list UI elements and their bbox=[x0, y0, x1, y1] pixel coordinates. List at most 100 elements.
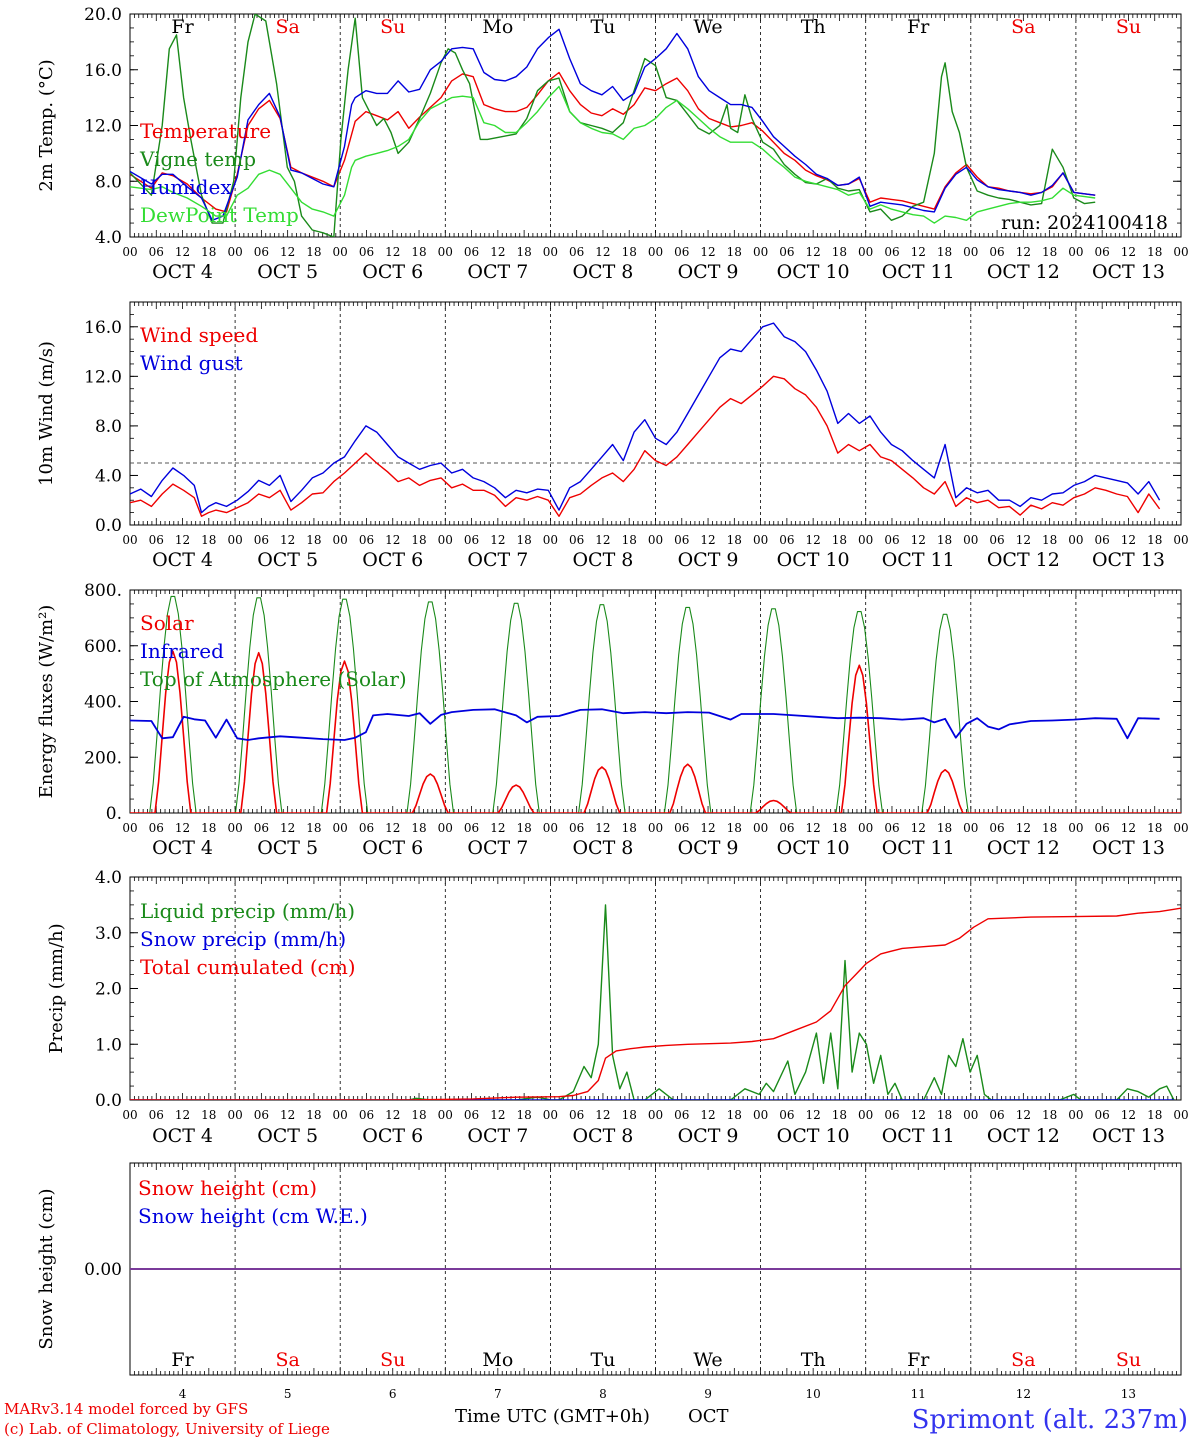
hour-tick-label: 18 bbox=[727, 1108, 742, 1122]
hour-tick-label: 12 bbox=[700, 1108, 715, 1122]
hour-tick-label: 00 bbox=[648, 1108, 663, 1122]
hour-tick-label: 00 bbox=[648, 533, 663, 547]
hour-tick-label: 12 bbox=[490, 245, 505, 259]
hour-tick-label: 06 bbox=[149, 1108, 164, 1122]
date-label: OCT 9 bbox=[678, 837, 739, 859]
hour-tick-label: 00 bbox=[858, 533, 873, 547]
hour-tick-label: 18 bbox=[1147, 821, 1162, 835]
day-name: Th bbox=[801, 16, 826, 38]
day-name: Su bbox=[1116, 16, 1141, 38]
day-name: Sa bbox=[1011, 16, 1035, 38]
date-label: OCT 10 bbox=[777, 1125, 850, 1147]
series-line-wind-gust bbox=[130, 322, 1161, 514]
hour-tick-label: 06 bbox=[884, 533, 899, 547]
hour-tick-label: 18 bbox=[1147, 1108, 1162, 1122]
hour-tick-label: 18 bbox=[937, 245, 952, 259]
hour-tick-label: 12 bbox=[806, 1108, 821, 1122]
panel-5: Fr Sa Su Mo Tu We Th Fr Sa Su 0.00 Snow height (cm)… bbox=[36, 1162, 1182, 1376]
hour-tick-label: 00 bbox=[227, 1108, 242, 1122]
hour-tick-label: 18 bbox=[832, 533, 847, 547]
hour-tick-label: 18 bbox=[1042, 245, 1057, 259]
hour-tick-label: 06 bbox=[674, 1108, 689, 1122]
hour-tick-label: 00 bbox=[543, 533, 558, 547]
y-tick-label: 16.0 bbox=[84, 318, 122, 338]
hour-tick-label: 00 bbox=[1068, 533, 1083, 547]
legend-entry: Snow height (cm) bbox=[138, 1176, 317, 1200]
hour-tick-label: 06 bbox=[779, 533, 794, 547]
hour-tick-label: 00 bbox=[122, 1108, 137, 1122]
hour-tick-label: 12 bbox=[911, 245, 926, 259]
hour-tick-label: 00 bbox=[438, 821, 453, 835]
hour-tick-label: 18 bbox=[201, 821, 216, 835]
hour-tick-label: 00 bbox=[227, 821, 242, 835]
hour-tick-label: 18 bbox=[1042, 1108, 1057, 1122]
hour-tick-label: 00 bbox=[438, 1108, 453, 1122]
date-label: OCT 5 bbox=[257, 1125, 318, 1147]
hour-tick-label: 18 bbox=[516, 821, 531, 835]
hour-tick-label: 00 bbox=[963, 821, 978, 835]
hour-tick-label: 00 bbox=[122, 245, 137, 259]
y-tick-label: 8.0 bbox=[95, 172, 122, 192]
hour-tick-label: 18 bbox=[306, 533, 321, 547]
legend-entry: Vigne temp bbox=[139, 147, 256, 171]
series-line-humidex bbox=[130, 28, 1096, 222]
hour-tick-label: 18 bbox=[306, 1108, 321, 1122]
y-tick-label: 3.0 bbox=[95, 924, 122, 944]
day-name: Mo bbox=[482, 16, 513, 38]
hour-tick-label: 12 bbox=[911, 1108, 926, 1122]
hour-tick-label: 18 bbox=[306, 821, 321, 835]
hour-tick-label: 18 bbox=[411, 533, 426, 547]
date-label: OCT 12 bbox=[987, 1125, 1060, 1147]
hour-tick-label: 12 bbox=[1121, 821, 1136, 835]
legend-entry: Wind speed bbox=[140, 323, 258, 347]
hour-tick-label: 06 bbox=[359, 245, 374, 259]
hour-tick-label: 18 bbox=[622, 245, 637, 259]
hour-tick-label: 18 bbox=[622, 533, 637, 547]
hour-tick-label: 00 bbox=[438, 533, 453, 547]
date-label: OCT 13 bbox=[1092, 261, 1165, 283]
day-number: 11 bbox=[911, 1387, 926, 1401]
series-line-solar bbox=[130, 650, 1181, 813]
y-tick-label: 20.0 bbox=[84, 5, 122, 25]
date-label: OCT 6 bbox=[362, 1125, 423, 1147]
series-group bbox=[130, 14, 1096, 237]
hour-tick-label: 18 bbox=[516, 1108, 531, 1122]
hour-tick-label: 12 bbox=[911, 821, 926, 835]
date-label: OCT 10 bbox=[777, 549, 850, 571]
hour-tick-label: 12 bbox=[1121, 533, 1136, 547]
date-label: OCT 7 bbox=[467, 1125, 528, 1147]
hour-tick-label: 12 bbox=[595, 821, 610, 835]
hour-tick-label: 06 bbox=[674, 533, 689, 547]
legend-entry: Infrared bbox=[140, 639, 224, 663]
hour-tick-label: 06 bbox=[569, 245, 584, 259]
day-name: Th bbox=[801, 1349, 826, 1371]
day-number: 8 bbox=[599, 1387, 607, 1401]
y-axis-label: Energy fluxes (W/m²) bbox=[36, 605, 57, 799]
hour-tick-label: 18 bbox=[306, 245, 321, 259]
hour-tick-label: 18 bbox=[516, 533, 531, 547]
date-label: OCT 11 bbox=[882, 837, 955, 859]
y-axis-label: Snow height (cm) bbox=[36, 1188, 57, 1349]
y-axis-label: 2m Temp. (°C) bbox=[36, 59, 57, 191]
hour-tick-label: 12 bbox=[490, 1108, 505, 1122]
hour-tick-label: 00 bbox=[1068, 245, 1083, 259]
day-number: 10 bbox=[806, 1387, 821, 1401]
hour-tick-label: 12 bbox=[806, 821, 821, 835]
legend-entry: Temperature bbox=[140, 119, 271, 143]
hour-tick-label: 12 bbox=[595, 245, 610, 259]
date-label: OCT 5 bbox=[257, 261, 318, 283]
hour-tick-label: 12 bbox=[280, 533, 295, 547]
hour-tick-label: 12 bbox=[1016, 821, 1031, 835]
hour-tick-label: 18 bbox=[937, 1108, 952, 1122]
legend-entry: Top of Atmosphere (Solar) bbox=[140, 667, 407, 691]
hour-tick-label: 18 bbox=[1042, 533, 1057, 547]
hour-tick-label: 06 bbox=[464, 1108, 479, 1122]
legend-entry: DewPoint Temp bbox=[140, 203, 299, 227]
panel-3: 00 06 12 18 00 06 12 18 00 06 12 18 00 06 12 18 00 06 12 18… bbox=[36, 581, 1189, 859]
hour-tick-label: 00 bbox=[1068, 821, 1083, 835]
date-label: OCT 13 bbox=[1092, 549, 1165, 571]
hour-tick-label: 18 bbox=[727, 533, 742, 547]
hour-tick-label: 18 bbox=[411, 1108, 426, 1122]
day-number: 5 bbox=[284, 1387, 292, 1401]
hour-tick-label: 00 bbox=[333, 821, 348, 835]
